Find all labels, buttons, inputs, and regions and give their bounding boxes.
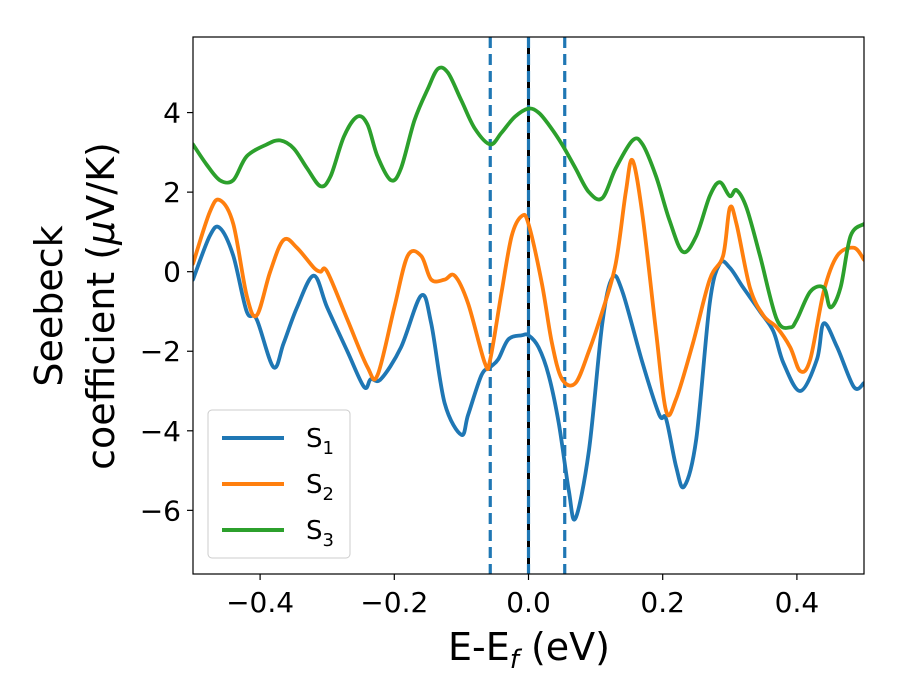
x-axis-ticks: −0.4 −0.2 0.0 0.2 0.4: [226, 574, 819, 619]
vertical-reference-lines: [488, 37, 567, 574]
y-axis-label-line1: Seebeck: [27, 225, 71, 386]
x-tick-label: −0.2: [360, 586, 428, 619]
y-axis-label-line2: coefficient (μV/K): [79, 142, 123, 470]
y-axis-label: Seebeck coefficient (μV/K): [27, 142, 123, 470]
y-tick-label: 0: [163, 256, 181, 289]
series-lines: [193, 65, 864, 522]
x-axis-label-unit: (eV): [519, 625, 610, 669]
y-tick-label: 2: [163, 176, 181, 209]
legend-label-S3: S3: [306, 516, 334, 551]
x-tick-label: −0.4: [226, 586, 294, 619]
legend-label-S1: S1: [306, 424, 334, 459]
series-line-S2: [193, 157, 864, 418]
y-tick-label: −4: [140, 415, 181, 448]
series-line-S3: [193, 65, 864, 330]
y-tick-label: 4: [163, 97, 181, 130]
x-axis-label-main: E-E: [448, 625, 510, 669]
x-tick-label: 0.2: [640, 586, 685, 619]
series-line-S1: [193, 224, 864, 522]
legend: S1 S2 S3: [207, 409, 351, 559]
y-tick-label: −6: [140, 494, 181, 527]
x-tick-label: 0.4: [775, 586, 820, 619]
x-axis-label: E-Ef (eV): [448, 625, 610, 675]
y-axis-ticks: −6 −4 −2 0 2 4: [140, 97, 193, 527]
y-tick-label: −2: [140, 335, 181, 368]
legend-label-S2: S2: [306, 470, 334, 505]
y-axis-label-text: coefficient (: [79, 245, 123, 470]
y-axis-label-unit: V/K): [79, 142, 123, 221]
x-tick-label: 0.0: [506, 586, 551, 619]
y-axis-label-mu: μ: [79, 221, 123, 246]
